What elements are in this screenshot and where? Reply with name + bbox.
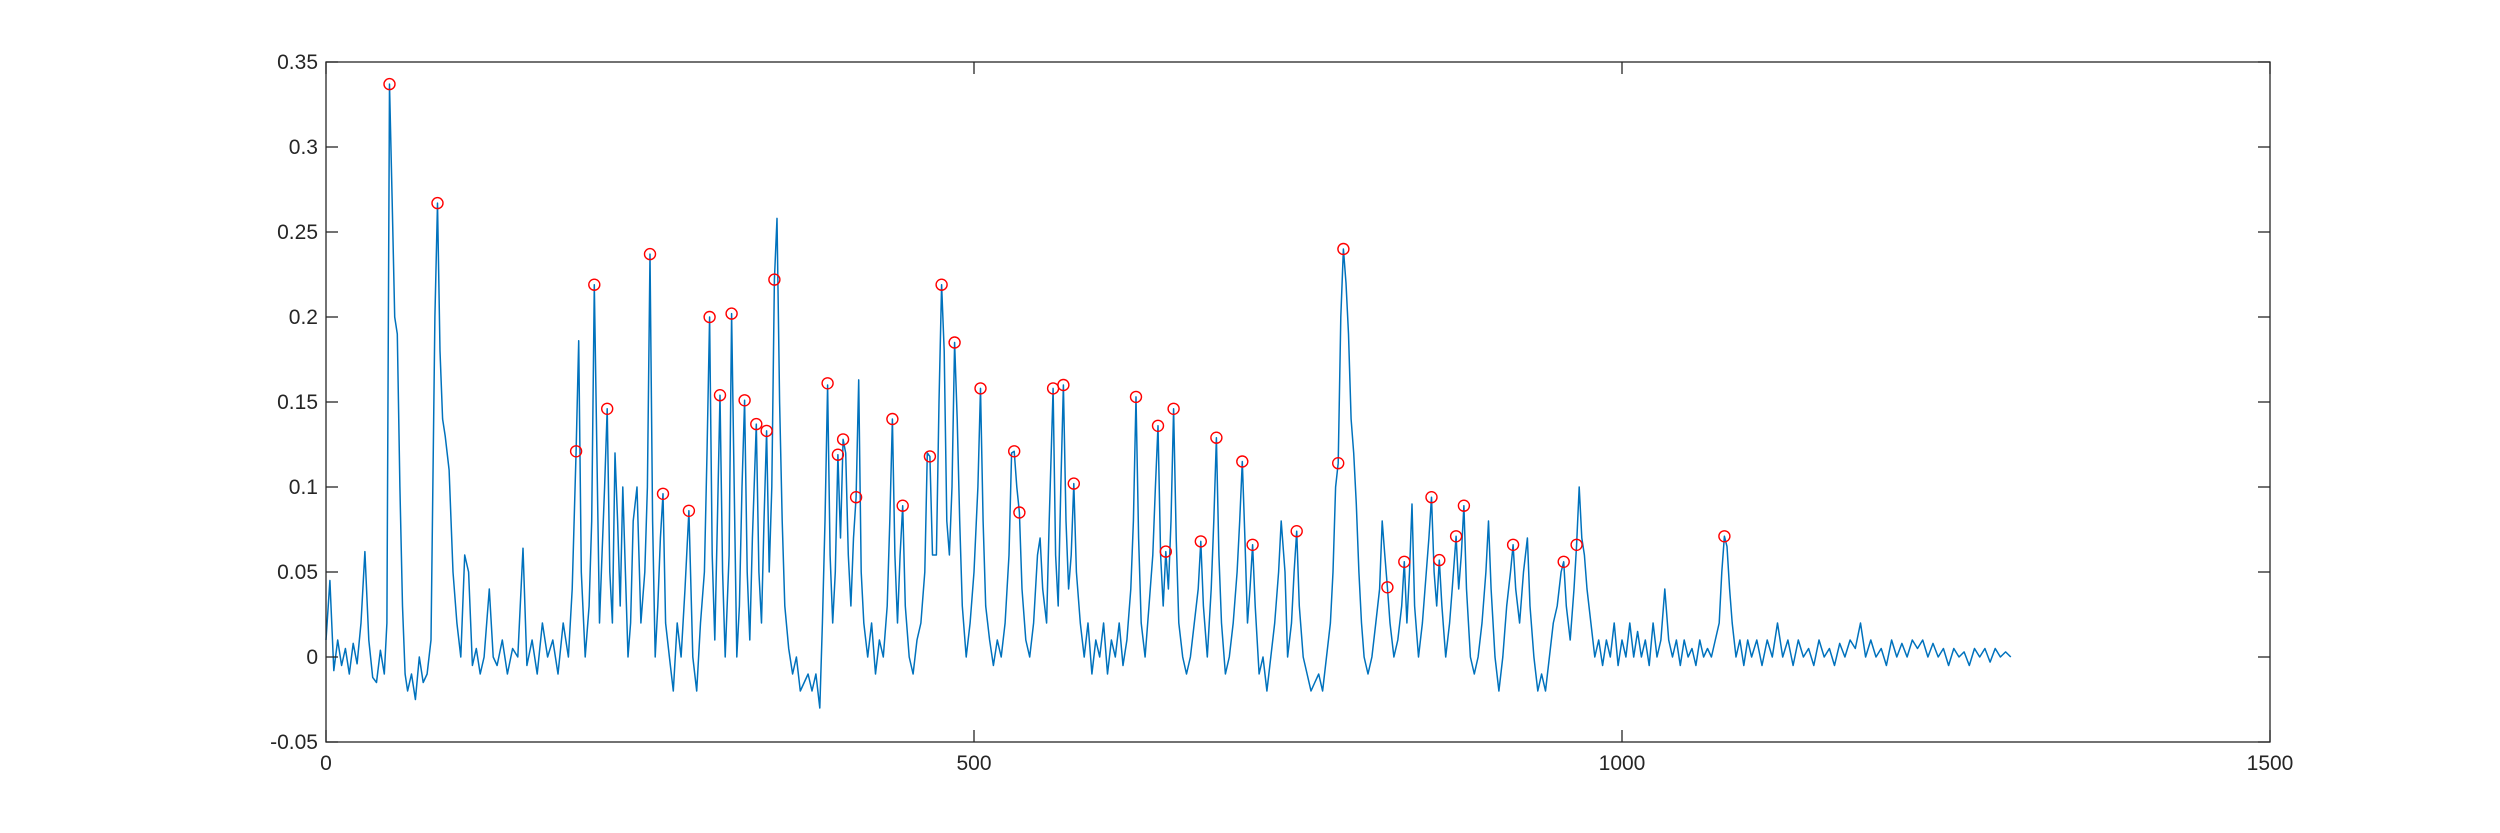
peak-marker (1159, 545, 1173, 558)
peak-marker (923, 450, 937, 463)
x-tick-label: 1000 (1599, 752, 1646, 775)
peak-marker (1331, 457, 1345, 470)
peak-marker (738, 394, 751, 407)
peak-marker (750, 417, 763, 431)
peak-marker (1236, 455, 1249, 468)
peak-marker (1057, 378, 1070, 392)
peak-marker (1718, 530, 1731, 543)
peak-marker (1570, 538, 1583, 551)
peak-marker (656, 487, 670, 500)
peak-marker (1457, 499, 1471, 512)
peak-marker (1290, 525, 1303, 538)
peak-marker (768, 273, 781, 286)
peak-marker (725, 307, 738, 320)
y-tick-label: 0.1 (289, 476, 318, 499)
peak-marker (588, 278, 601, 291)
peak-marker (1557, 555, 1570, 568)
peak-marker (886, 412, 899, 426)
peak-marker (383, 77, 396, 91)
peak-marker (1246, 538, 1259, 551)
y-tick-label: 0.15 (277, 391, 318, 414)
y-tick-label: 0 (306, 646, 318, 669)
peak-markers (383, 77, 1731, 594)
peak-marker (1129, 390, 1143, 404)
peak-marker (974, 382, 987, 395)
y-tick-label: -0.05 (270, 731, 318, 754)
peak-marker (713, 389, 727, 402)
x-tick-label: 1500 (2247, 752, 2294, 775)
x-tick-label: 500 (956, 752, 991, 775)
peak-marker (948, 336, 961, 349)
peak-marker (821, 377, 834, 390)
plot-area (325, 61, 2271, 743)
y-tick-label: 0.05 (277, 561, 318, 584)
peak-marker (1506, 538, 1520, 551)
x-tick-label: 0 (320, 752, 332, 775)
series-line (325, 83, 2012, 709)
peak-marker (703, 310, 716, 324)
peak-marker (569, 445, 583, 458)
axes-background (326, 62, 2270, 742)
peak-marker (1425, 491, 1438, 504)
peak-marker (935, 278, 948, 291)
x-axis: 0 500 1000 1500 (320, 62, 2293, 775)
peak-marker (1433, 553, 1446, 567)
peak-marker (1210, 431, 1223, 444)
peak-marker (643, 247, 657, 261)
peak-marker (1013, 506, 1026, 519)
y-tick-label: 0.25 (277, 221, 318, 244)
peak-marker (1337, 242, 1350, 256)
peak-marker (1398, 555, 1411, 568)
peak-marker (431, 196, 444, 210)
y-axis: -0.05 0 0.05 0.1 0.15 0.2 0.25 0.3 0.35 (270, 51, 2270, 754)
peak-marker (1008, 445, 1021, 458)
y-tick-label: 0.3 (289, 136, 318, 159)
y-tick-label: 0.35 (277, 51, 318, 74)
y-tick-label: 0.2 (289, 306, 318, 329)
peak-marker (836, 433, 850, 446)
peak-marker (1151, 419, 1165, 432)
peak-marker (601, 402, 614, 415)
peak-marker (1449, 530, 1463, 543)
peak-marker (1194, 535, 1208, 548)
peak-marker (849, 491, 863, 504)
peak-marker (760, 424, 773, 438)
peak-marker (1381, 581, 1394, 594)
peak-marker (1067, 477, 1081, 490)
peak-marker (1167, 402, 1180, 415)
peak-marker (682, 504, 696, 517)
peak-marker (896, 499, 909, 512)
peak-marker (831, 448, 845, 461)
